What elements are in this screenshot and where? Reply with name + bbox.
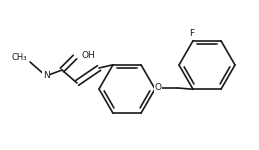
- Text: F: F: [189, 29, 195, 38]
- Text: OH: OH: [81, 51, 95, 60]
- Text: O: O: [155, 84, 162, 93]
- Text: N: N: [43, 72, 49, 81]
- Text: CH₃: CH₃: [11, 52, 27, 62]
